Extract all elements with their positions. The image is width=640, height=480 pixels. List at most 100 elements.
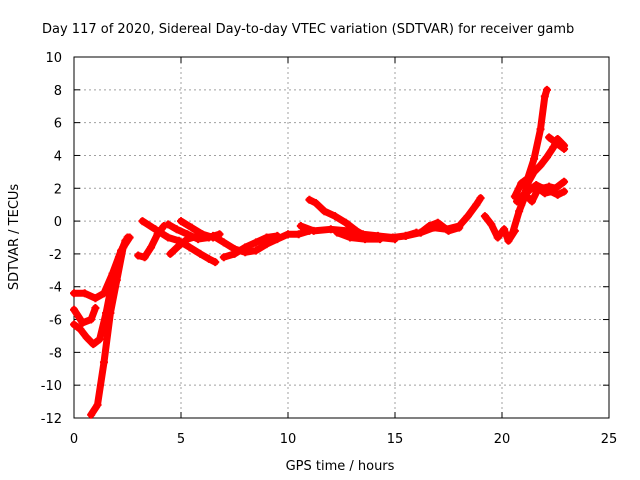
x-axis-tick-labels: 0 5 10 15 20 25 xyxy=(70,432,617,447)
data-point xyxy=(346,233,355,242)
data-point xyxy=(204,254,213,263)
y-tick-label: 8 xyxy=(54,84,62,99)
data-point xyxy=(352,226,361,235)
y-tick-label: 2 xyxy=(54,182,62,197)
y-tick-label: -8 xyxy=(49,346,62,361)
data-point xyxy=(551,138,560,147)
data-point xyxy=(91,294,100,303)
data-point xyxy=(140,253,149,262)
data-point xyxy=(164,220,173,229)
data-point xyxy=(251,246,260,255)
data-point xyxy=(230,249,239,258)
data-point xyxy=(196,249,205,258)
data-point xyxy=(174,241,183,250)
data-point xyxy=(99,358,108,367)
series-arc-14 xyxy=(333,228,385,244)
data-point xyxy=(172,225,181,234)
data-point xyxy=(331,212,340,221)
data-point xyxy=(455,223,464,232)
data-point xyxy=(532,180,541,189)
data-point xyxy=(251,238,260,247)
series-line xyxy=(209,227,313,256)
data-point xyxy=(536,125,545,134)
data-point xyxy=(198,230,207,239)
data-point xyxy=(530,154,539,163)
data-point xyxy=(95,335,104,344)
y-tick-label: 10 xyxy=(45,51,62,66)
data-point xyxy=(309,226,318,235)
data-point xyxy=(553,190,562,199)
data-point xyxy=(305,195,314,204)
y-tick-label: -10 xyxy=(41,379,62,394)
data-point xyxy=(376,235,385,244)
y-tick-label: -12 xyxy=(41,412,62,427)
data-point xyxy=(99,289,108,298)
data-point xyxy=(538,184,547,193)
data-point xyxy=(536,161,545,170)
data-point xyxy=(560,177,569,186)
x-tick-label: 10 xyxy=(280,432,297,447)
x-tick-label: 15 xyxy=(387,432,404,447)
y-tick-label: -6 xyxy=(49,314,62,329)
y-tick-label: -2 xyxy=(49,248,62,263)
data-point xyxy=(70,305,78,314)
data-point xyxy=(183,235,192,244)
y-axis-label: SDTVAR / TECUs xyxy=(7,184,22,291)
data-point xyxy=(493,233,502,242)
data-point xyxy=(273,231,282,240)
data-point xyxy=(480,212,489,221)
data-point xyxy=(320,207,329,216)
data-point xyxy=(151,225,160,234)
data-point xyxy=(211,258,220,267)
data-point xyxy=(112,276,121,285)
data-point xyxy=(147,243,156,252)
data-point xyxy=(87,410,96,419)
data-point xyxy=(425,222,434,231)
data-point xyxy=(508,228,517,237)
tick-marks xyxy=(73,56,610,419)
data-point xyxy=(219,253,228,262)
data-point xyxy=(106,308,115,317)
data-point xyxy=(125,233,134,242)
x-tick-label: 0 xyxy=(70,432,78,447)
data-point xyxy=(401,231,410,240)
data-point xyxy=(93,400,102,409)
data-point xyxy=(311,199,320,208)
series-arc-3 xyxy=(70,233,134,303)
series-line xyxy=(177,217,217,241)
data-point xyxy=(530,167,539,176)
data-point xyxy=(560,187,569,196)
data-point xyxy=(361,235,370,244)
data-point xyxy=(89,340,98,349)
data-point xyxy=(545,182,554,191)
data-point xyxy=(166,249,175,258)
y-tick-label: 6 xyxy=(54,117,62,132)
data-point xyxy=(76,325,85,334)
data-point xyxy=(241,243,250,252)
data-point xyxy=(91,304,100,313)
data-point xyxy=(540,92,549,101)
x-tick-label: 25 xyxy=(601,432,618,447)
data-point xyxy=(500,225,509,234)
data-point xyxy=(219,238,228,247)
data-series xyxy=(70,85,569,419)
series-line xyxy=(70,304,99,327)
data-point xyxy=(551,184,560,193)
data-point xyxy=(391,235,399,244)
data-point xyxy=(433,218,442,227)
plot-frame xyxy=(73,56,610,419)
data-point xyxy=(542,153,551,162)
data-point xyxy=(341,218,350,227)
data-point xyxy=(87,315,96,324)
series-arc-4 xyxy=(70,304,100,327)
x-tick-label: 5 xyxy=(177,432,185,447)
data-point xyxy=(326,225,335,234)
y-tick-label: 0 xyxy=(54,215,62,230)
data-point xyxy=(185,243,194,252)
data-point xyxy=(187,223,196,232)
data-point xyxy=(177,217,185,226)
data-point xyxy=(416,228,425,237)
data-point xyxy=(284,230,292,239)
